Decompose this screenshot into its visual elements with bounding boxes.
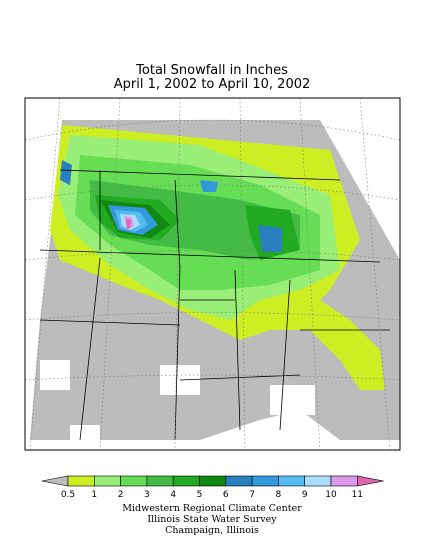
credit-line: Illinois State Water Survey: [147, 514, 277, 525]
legend-label: 6: [223, 490, 229, 500]
legend-label: 4: [170, 490, 176, 500]
legend-label: 11: [352, 490, 363, 500]
legend-label: 2: [118, 490, 124, 500]
title-line: April 1, 2002 to April 10, 2002: [114, 77, 311, 92]
legend-label: 9: [302, 490, 308, 500]
legend-label: 0.5: [61, 490, 75, 500]
legend-box: [172, 475, 200, 487]
legend-label: 5: [197, 490, 203, 500]
map: [24, 97, 401, 451]
legend-label: 1: [91, 490, 97, 500]
title-line: Total Snowfall in Inches: [135, 63, 288, 78]
legend-label: 8: [276, 490, 282, 500]
legend-box: [278, 475, 305, 487]
credit-line: Champaign, Illinois: [165, 525, 259, 536]
legend-box: [67, 475, 95, 487]
legend-box: [304, 475, 332, 487]
legend-arrow: [356, 475, 384, 487]
legend-box: [225, 475, 253, 487]
legend-box: [120, 475, 148, 487]
legend-box: [146, 475, 174, 487]
legend: 0.5 1 2 3 4 5 6 7 8 9 10 11: [41, 475, 384, 500]
legend-arrow: [41, 475, 69, 487]
legend-box: [251, 475, 279, 487]
legend-box: [199, 475, 227, 487]
legend-box: [94, 475, 121, 487]
legend-label: 3: [144, 490, 150, 500]
legend-label: 7: [249, 490, 255, 500]
legend-label: 10: [325, 490, 337, 500]
legend-box: [330, 475, 358, 487]
credit-line: Midwestern Regional Climate Center: [122, 503, 302, 514]
